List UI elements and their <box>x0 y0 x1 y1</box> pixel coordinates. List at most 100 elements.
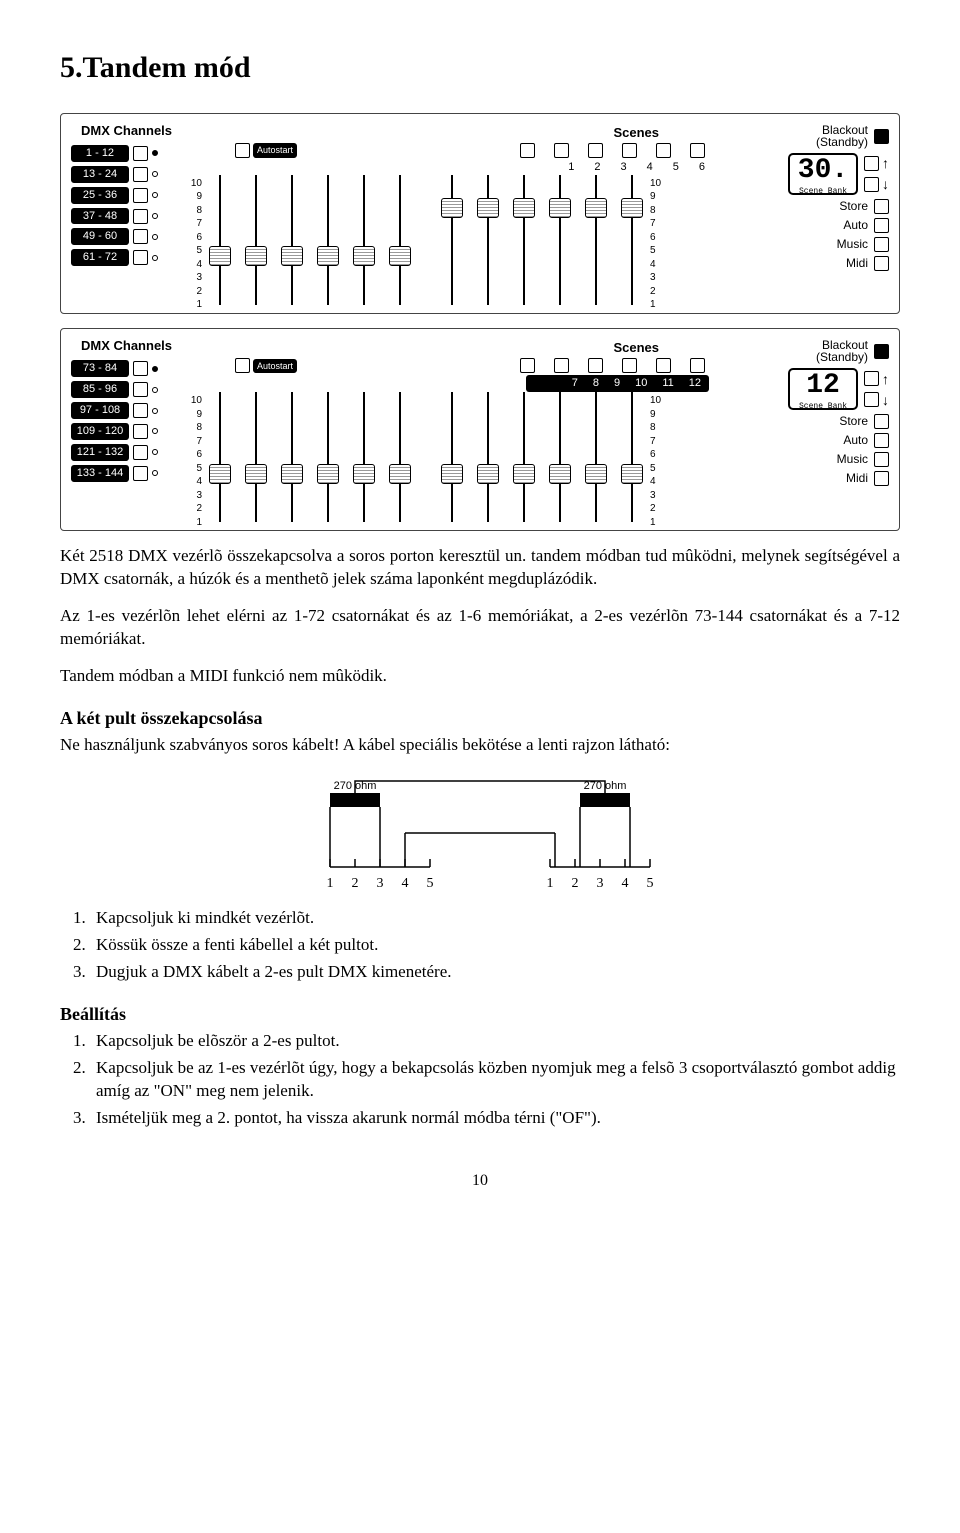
channel-bank-button[interactable] <box>133 209 148 224</box>
scene-button[interactable] <box>520 358 535 373</box>
scene-button[interactable] <box>520 143 535 158</box>
subheading-setup: Beállítás <box>60 1002 900 1026</box>
blackout-label: Blackout(Standby) <box>729 124 868 149</box>
fader-scale-tick: 9 <box>650 190 660 204</box>
scene-button[interactable] <box>690 143 705 158</box>
store-button[interactable] <box>874 414 889 429</box>
setup-steps: Kapcsoljuk be elõször a 2-es pultot.Kapc… <box>90 1030 900 1130</box>
auto-label: Auto <box>729 219 868 232</box>
music-button[interactable] <box>874 237 889 252</box>
channel-bank-button[interactable] <box>133 382 148 397</box>
channel-bank-button[interactable] <box>133 167 148 182</box>
fader[interactable] <box>437 392 467 522</box>
fader[interactable] <box>617 175 647 305</box>
fader[interactable] <box>545 175 575 305</box>
channel-bank-label: 85 - 96 <box>71 381 129 398</box>
channel-bank-button[interactable] <box>133 250 148 265</box>
scene-bank-down-button[interactable] <box>864 392 879 407</box>
fader[interactable] <box>509 392 539 522</box>
scenes-label: Scenes <box>613 339 659 357</box>
list-item: Kössük össze a fenti kábellel a két pult… <box>90 934 900 957</box>
channel-bank-button[interactable] <box>133 229 148 244</box>
scene-bank-up-button[interactable] <box>864 156 879 171</box>
channel-bank-button[interactable] <box>133 188 148 203</box>
fader[interactable] <box>509 175 539 305</box>
fader[interactable] <box>545 392 575 522</box>
channel-bank-label: 61 - 72 <box>71 249 129 266</box>
fader[interactable] <box>313 392 343 522</box>
scene-bank-up-button[interactable] <box>864 371 879 386</box>
fader[interactable] <box>581 175 611 305</box>
dmx-channels-label: DMX Channels <box>81 337 179 355</box>
fader-scale-tick: 2 <box>650 502 660 516</box>
autostart-label: Autostart <box>253 143 297 157</box>
fader[interactable] <box>241 392 271 522</box>
paragraph: Ne használjunk szabványos soros kábelt! … <box>60 734 900 757</box>
scene-number: 7 <box>572 376 578 391</box>
channel-bank-label: 25 - 36 <box>71 187 129 204</box>
svg-text:5: 5 <box>427 876 434 891</box>
fader[interactable] <box>277 175 307 305</box>
fader[interactable] <box>473 392 503 522</box>
scene-button[interactable] <box>554 358 569 373</box>
fader-scale-tick: 8 <box>650 204 660 218</box>
scene-button[interactable] <box>622 358 637 373</box>
list-item: Ismételjük meg a 2. pontot, ha vissza ak… <box>90 1107 900 1130</box>
auto-button[interactable] <box>874 433 889 448</box>
channel-bank-button[interactable] <box>133 445 148 460</box>
scene-button[interactable] <box>656 143 671 158</box>
fader-scale-tick: 7 <box>189 435 202 449</box>
svg-text:1: 1 <box>327 876 334 891</box>
scene-button[interactable] <box>588 358 603 373</box>
list-item: Dugjuk a DMX kábelt a 2-es pult DMX kime… <box>90 961 900 984</box>
autostart-button[interactable] <box>235 143 250 158</box>
scene-button[interactable] <box>588 143 603 158</box>
channel-bank-button[interactable] <box>133 466 148 481</box>
scene-number: 11 <box>662 376 673 391</box>
channel-bank-button[interactable] <box>133 361 148 376</box>
fader[interactable] <box>349 392 379 522</box>
music-button[interactable] <box>874 452 889 467</box>
music-label: Music <box>729 453 868 466</box>
fader-scale-tick: 6 <box>650 231 660 245</box>
scene-bank-down-button[interactable] <box>864 177 879 192</box>
subheading-connect: A két pult összekapcsolása <box>60 706 900 730</box>
auto-button[interactable] <box>874 218 889 233</box>
fader[interactable] <box>385 175 415 305</box>
fader[interactable] <box>313 175 343 305</box>
fader[interactable] <box>205 175 235 305</box>
fader[interactable] <box>241 175 271 305</box>
blackout-button[interactable] <box>874 129 889 144</box>
paragraph: Az 1-es vezérlõn lehet elérni az 1-72 cs… <box>60 605 900 651</box>
scene-number: 4 <box>647 160 653 175</box>
fader[interactable] <box>473 175 503 305</box>
paragraph: Tandem módban a MIDI funkció nem mûködik… <box>60 665 900 688</box>
store-label: Store <box>729 200 868 213</box>
fader-scale-tick: 7 <box>650 435 660 449</box>
store-button[interactable] <box>874 199 889 214</box>
fader-scale-tick: 1 <box>650 298 660 312</box>
fader[interactable] <box>437 175 467 305</box>
channel-bank-button[interactable] <box>133 403 148 418</box>
scene-button[interactable] <box>656 358 671 373</box>
fader[interactable] <box>581 392 611 522</box>
midi-button[interactable] <box>874 471 889 486</box>
scene-button[interactable] <box>690 358 705 373</box>
store-label: Store <box>729 415 868 428</box>
channel-bank-led <box>152 387 158 393</box>
autostart-button[interactable] <box>235 358 250 373</box>
scene-button[interactable] <box>622 143 637 158</box>
fader[interactable] <box>205 392 235 522</box>
blackout-button[interactable] <box>874 344 889 359</box>
scene-button[interactable] <box>554 143 569 158</box>
fader[interactable] <box>277 392 307 522</box>
fader[interactable] <box>349 175 379 305</box>
channel-bank-button[interactable] <box>133 146 148 161</box>
fader[interactable] <box>617 392 647 522</box>
channel-bank-button[interactable] <box>133 424 148 439</box>
midi-button[interactable] <box>874 256 889 271</box>
fader[interactable] <box>385 392 415 522</box>
channel-bank-row: 13 - 24 <box>71 166 179 183</box>
channel-bank-led <box>152 255 158 261</box>
svg-text:3: 3 <box>377 876 384 891</box>
